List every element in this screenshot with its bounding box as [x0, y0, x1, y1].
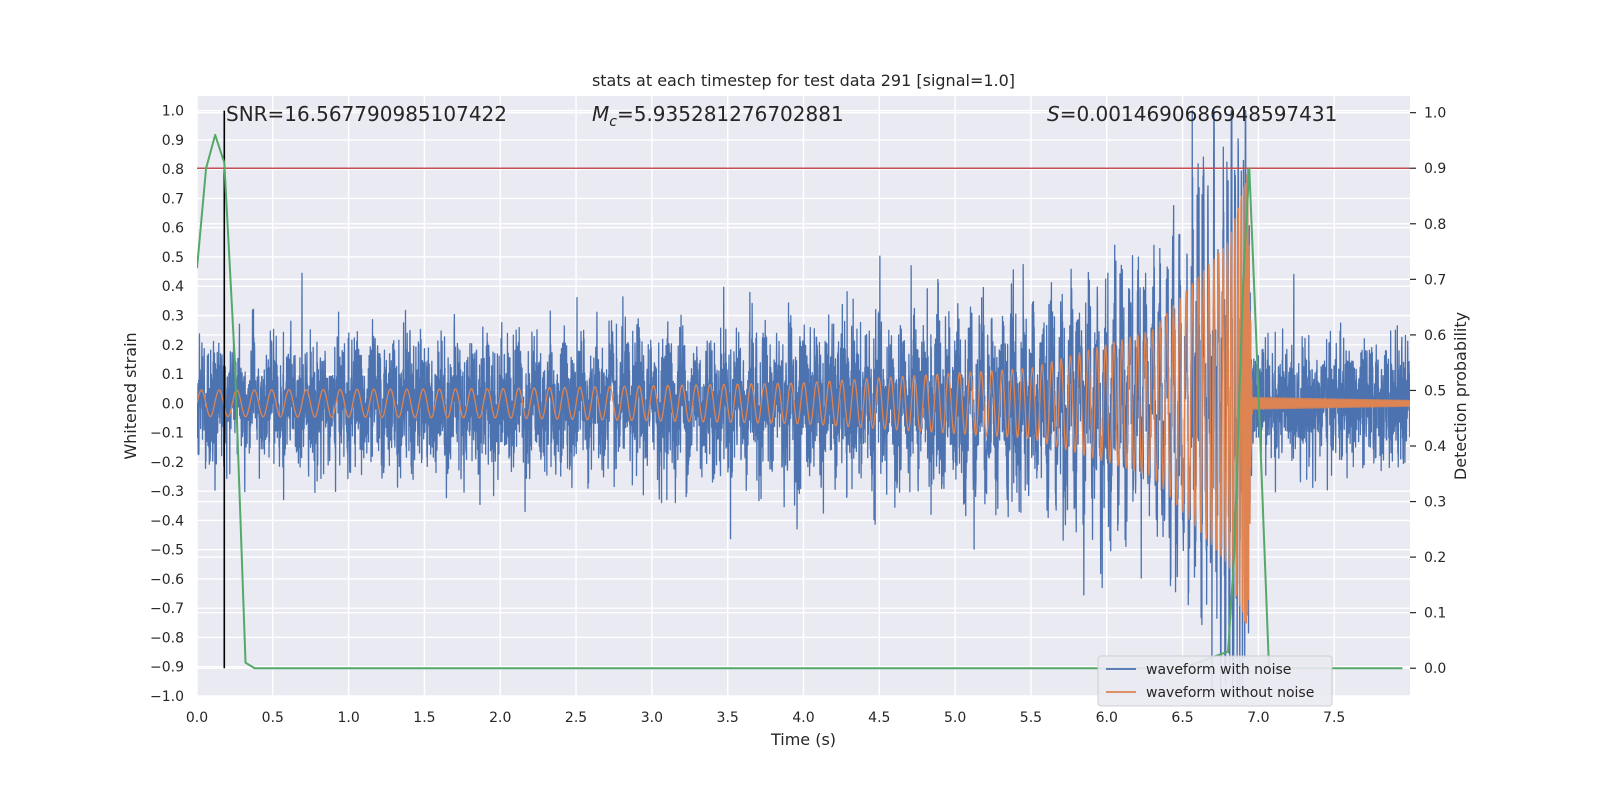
series-detection-probability — [197, 133, 1403, 670]
y2-tick-label: 0.2 — [1424, 550, 1446, 566]
y-axis-ticks: 1.0 0.9 0.8 0.7 0.6 0.5 0.4 0.3 0.2 0.1 0.0 −0.1 −0.… — [150, 104, 184, 705]
s-annotation: S=0.0014690686948597431 — [1047, 102, 1337, 126]
y2-tick-label: 1.0 — [1424, 106, 1446, 122]
y2-tick-label: 0.9 — [1424, 161, 1446, 177]
chirp-mass-subscript: c — [609, 114, 617, 130]
snr-annotation: SNR=16.567790985107422 — [226, 102, 507, 126]
x-tick-label: 5.0 — [944, 710, 966, 726]
y-tick-label: 0.6 — [162, 221, 184, 237]
y-tick-label: 0.3 — [162, 309, 184, 325]
y-tick-label: −0.5 — [150, 543, 184, 559]
legend-entry-waveform-without-noise: waveform without noise — [1146, 685, 1314, 701]
y2-tick-label: 0.8 — [1424, 217, 1446, 233]
x-tick-label: 6.5 — [1171, 710, 1193, 726]
y2-tick-label: 0.7 — [1424, 272, 1446, 288]
x-tick-label: 6.0 — [1096, 710, 1118, 726]
legend-box — [1097, 655, 1333, 707]
y-tick-label: −0.8 — [150, 630, 184, 646]
y-tick-label: 0.7 — [162, 191, 184, 207]
x-tick-label: 0.5 — [262, 710, 284, 726]
y2-axis-ticks: 1.0 0.9 0.8 0.7 0.6 0.5 0.4 0.3 0.2 0.1 0.0 — [1410, 106, 1446, 677]
x-tick-label: 3.5 — [717, 710, 739, 726]
y-tick-label: 0.0 — [162, 396, 184, 412]
y-tick-label: 0.9 — [162, 133, 184, 149]
y-tick-label: −1.0 — [150, 689, 184, 705]
x-tick-label: 1.5 — [413, 710, 435, 726]
s-symbol: S — [1047, 102, 1060, 126]
s-value: =0.0014690686948597431 — [1060, 102, 1338, 126]
y-tick-label: −0.2 — [150, 455, 184, 471]
y-tick-label: 0.4 — [162, 279, 184, 295]
x-tick-label: 4.0 — [792, 710, 814, 726]
y-tick-label: −0.9 — [150, 660, 184, 676]
y-tick-label: 0.8 — [162, 162, 184, 178]
x-tick-label: 5.5 — [1020, 710, 1042, 726]
series-waveform-without-noise — [197, 168, 1410, 624]
y-tick-label: 0.5 — [162, 250, 184, 266]
x-tick-label: 0.0 — [186, 710, 208, 726]
x-tick-label: 7.0 — [1247, 710, 1269, 726]
x-tick-label: 2.5 — [565, 710, 587, 726]
y2-axis-label: Detection probability — [1451, 312, 1470, 480]
y2-tick-label: 0.3 — [1424, 495, 1446, 511]
x-tick-label: 7.5 — [1323, 710, 1345, 726]
y2-tick-label: 0.5 — [1424, 383, 1446, 399]
y-tick-label: −0.1 — [150, 426, 184, 442]
x-tick-label: 1.0 — [337, 710, 359, 726]
y-tick-label: −0.3 — [150, 484, 184, 500]
y2-tick-label: 0.1 — [1424, 606, 1446, 622]
y-tick-label: 1.0 — [162, 104, 184, 120]
legend-entry-waveform-with-noise: waveform with noise — [1146, 662, 1291, 678]
y-tick-label: −0.7 — [150, 601, 184, 617]
series-waveform-with-noise — [197, 109, 1410, 691]
x-axis-ticks: 0.0 0.5 1.0 1.5 2.0 2.5 3.0 3.5 4.0 4.5 5.0 5.5 6.0 6… — [186, 710, 1345, 726]
chirp-mass-value: =5.935281276702881 — [617, 102, 844, 126]
y-tick-label: 0.2 — [162, 338, 184, 354]
x-tick-label: 4.5 — [868, 710, 890, 726]
y-tick-label: −0.6 — [150, 572, 184, 588]
y2-tick-label: 0.0 — [1424, 661, 1446, 677]
legend: waveform with noise waveform without noi… — [1097, 655, 1333, 707]
y2-tick-label: 0.4 — [1424, 439, 1446, 455]
y-axis-label: Whitened strain — [121, 332, 140, 459]
chart-title: stats at each timestep for test data 291… — [592, 71, 1015, 90]
y-tick-label: −0.4 — [150, 513, 184, 529]
chirp-mass-symbol: M — [592, 102, 609, 126]
y2-tick-label: 0.6 — [1424, 328, 1446, 344]
x-axis-label: Time (s) — [770, 730, 836, 749]
x-tick-label: 2.0 — [489, 710, 511, 726]
chirp-mass-annotation: Mc=5.935281276702881 — [592, 102, 844, 130]
y-tick-label: 0.1 — [162, 367, 184, 383]
x-tick-label: 3.0 — [641, 710, 663, 726]
